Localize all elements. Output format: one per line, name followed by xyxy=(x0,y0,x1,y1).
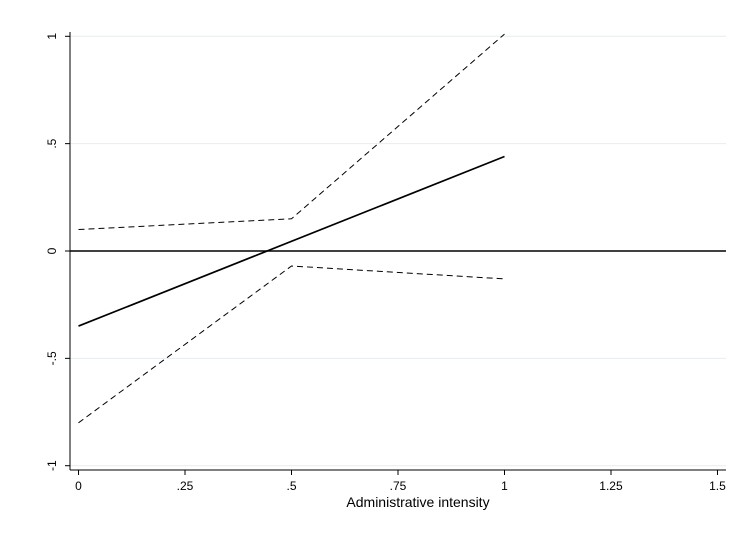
x-tick-label: 1.5 xyxy=(709,479,726,493)
y-tick-label: 1 xyxy=(45,33,59,40)
x-tick-label: 1 xyxy=(501,479,508,493)
y-tick-label: 0 xyxy=(45,247,59,254)
estimate-line xyxy=(78,155,505,327)
series-layer xyxy=(78,33,505,424)
x-tick-label: .25 xyxy=(177,479,194,493)
y-tick-label: -.5 xyxy=(45,351,59,365)
y-tick-label: .5 xyxy=(45,138,59,148)
x-tick-label: .75 xyxy=(390,479,407,493)
lower-confidence-line xyxy=(78,265,505,424)
upper-confidence-line xyxy=(78,33,505,230)
tick-layer: -1 -.5 0 .5 1 0 .25 .5 .75 1 1.25 1.5 xyxy=(45,33,726,493)
x-tick-label: 0 xyxy=(75,479,82,493)
x-axis-title: Administrative intensity xyxy=(346,494,489,510)
y-tick-label: -1 xyxy=(45,460,59,471)
x-tick-label: .5 xyxy=(286,479,296,493)
x-tick-label: 1.25 xyxy=(599,479,623,493)
